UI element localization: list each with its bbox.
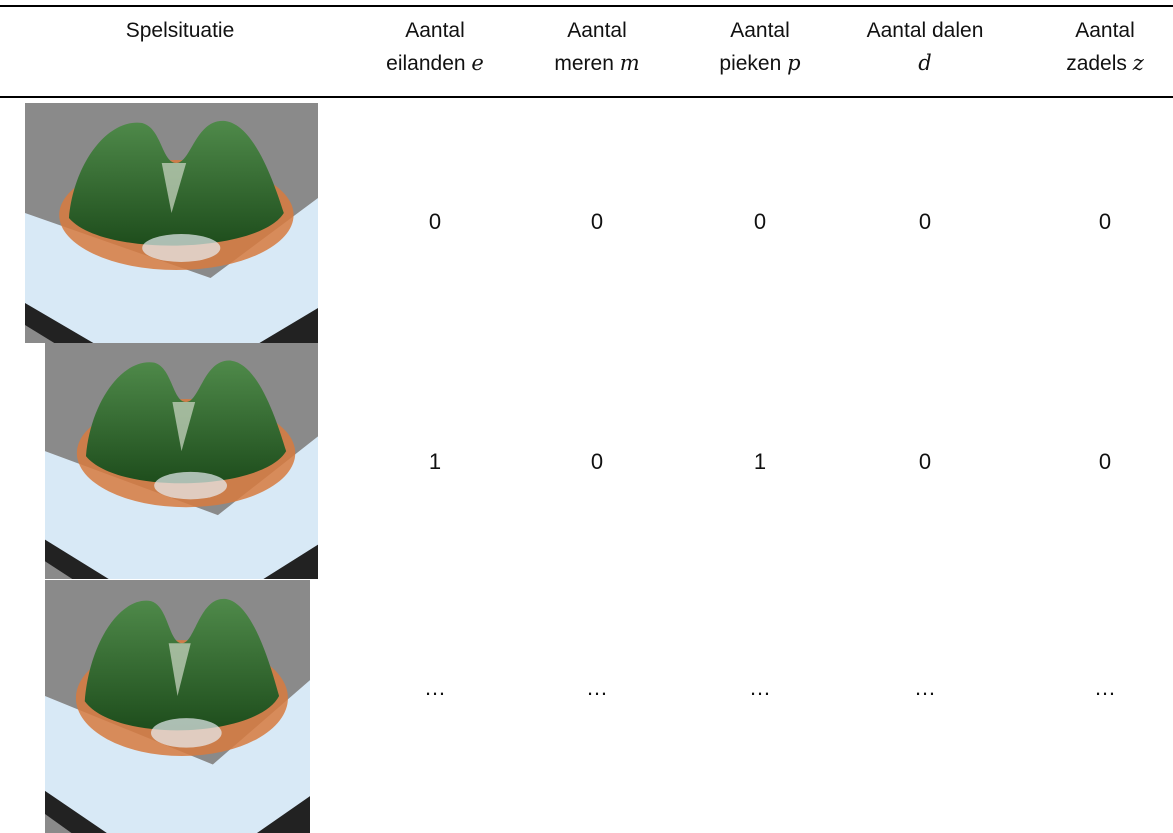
header-cell: Aantal pieken p: [719, 14, 800, 80]
header-text: Aantal dalen: [867, 19, 984, 42]
header-line: eilanden e: [386, 47, 484, 80]
game-screenshot: [45, 580, 310, 833]
header-symbol: d: [918, 51, 931, 75]
table-cell: …: [586, 675, 608, 701]
table-cell: 1: [754, 449, 766, 475]
table-cell: 0: [591, 449, 603, 475]
header-line: meren m: [554, 47, 639, 80]
header-line: Aantal: [719, 14, 800, 47]
game-screenshot: [45, 343, 318, 579]
table-cell: 0: [591, 209, 603, 235]
header-symbol: z: [1133, 51, 1144, 75]
header-symbol: m: [620, 51, 640, 75]
header-cell: Aantal meren m: [554, 14, 639, 80]
table-cell: 0: [754, 209, 766, 235]
table-cell: …: [424, 675, 446, 701]
header-rule: [0, 96, 1173, 98]
game-screenshot: [25, 103, 318, 343]
header-line: pieken p: [719, 47, 800, 80]
header-text: Aantal: [1075, 19, 1135, 42]
table-cell: 0: [1099, 209, 1111, 235]
header-text: meren: [554, 52, 614, 75]
header-symbol: e: [471, 51, 483, 75]
table-cell: …: [914, 675, 936, 701]
top-rule: [0, 5, 1173, 7]
header-line: Aantal: [386, 14, 484, 47]
header-text: zadels: [1066, 52, 1127, 75]
header-text: Aantal: [567, 19, 627, 42]
header-symbol: p: [787, 51, 800, 75]
table-cell: 0: [919, 209, 931, 235]
header-cell: Aantal eilanden e: [386, 14, 484, 80]
page: Spelsituatie Aantal eilanden e Aantal meren …: [0, 0, 1173, 833]
header-line: d: [867, 47, 984, 80]
header-text: Aantal: [730, 19, 790, 42]
table-cell: …: [1094, 675, 1116, 701]
header-cell: Aantal zadels z: [1066, 14, 1144, 80]
header-text: pieken: [719, 52, 781, 75]
table-cell: …: [749, 675, 771, 701]
header-text: eilanden: [386, 52, 465, 75]
table-cell: 0: [429, 209, 441, 235]
header-line: Aantal: [554, 14, 639, 47]
table-cell: 1: [429, 449, 441, 475]
header-line: Aantal dalen: [867, 14, 984, 47]
table-cell: 0: [1099, 449, 1111, 475]
table-cell: 0: [919, 449, 931, 475]
header-text: Spelsituatie: [126, 19, 235, 42]
header-line: Aantal: [1066, 14, 1144, 47]
header-cell: Spelsituatie: [126, 14, 235, 47]
header-cell: Aantal dalen d: [867, 14, 984, 80]
header-line: zadels z: [1066, 47, 1144, 80]
header-text: Aantal: [405, 19, 465, 42]
